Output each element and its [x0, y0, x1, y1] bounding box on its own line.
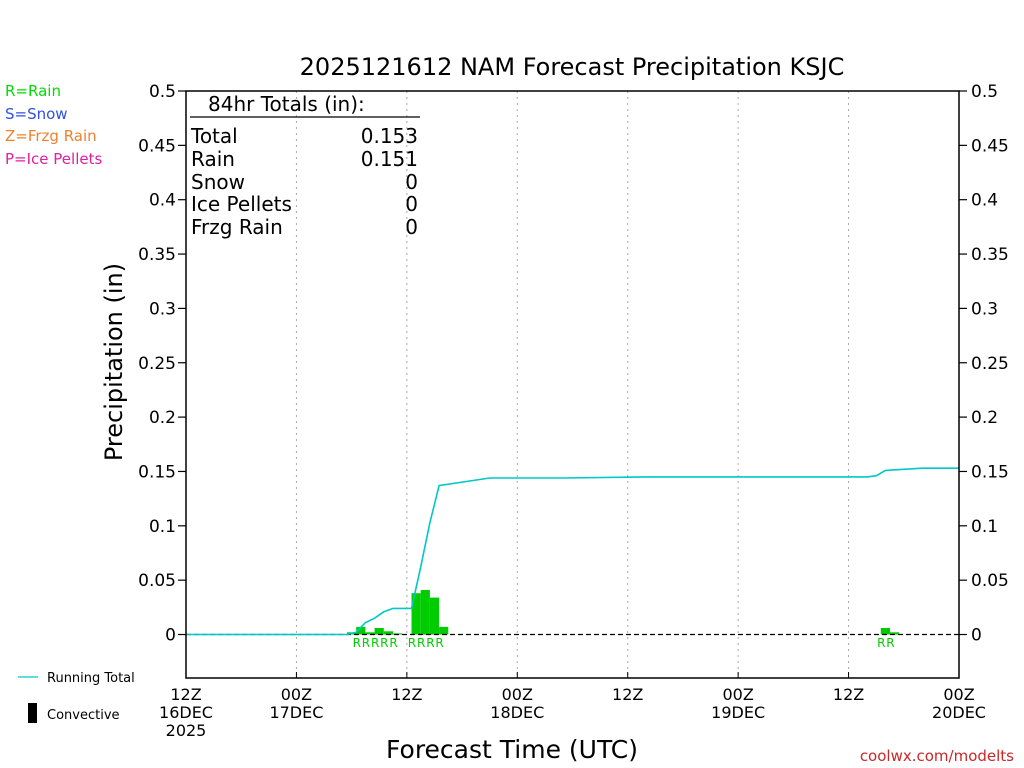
totals-label-snow: Snow [191, 170, 245, 194]
precip-bar [374, 628, 384, 635]
precip-bar [411, 593, 421, 635]
totals-box: 84hr Totals (in): Total 0.153 Rain 0.151… [190, 92, 420, 239]
x-tick-label: 12Z [170, 685, 201, 704]
totals-value-ice-pellets: 0 [405, 192, 418, 216]
y-tick-label-left: 0.4 [149, 191, 176, 211]
ptype-label: R [426, 636, 434, 650]
ptype-label: R [353, 636, 361, 650]
x-tick-label: 12Z [391, 685, 422, 704]
totals-value-total: 0.153 [361, 124, 418, 148]
x-axis-label: Forecast Time (UTC) [386, 735, 638, 764]
x-tick-label: 00Z [722, 685, 753, 704]
totals-label-frzg-rain: Frzg Rain [191, 215, 283, 239]
totals-label-total: Total [190, 124, 238, 148]
y-tick-label-right: 0.45 [971, 136, 1009, 156]
running-total-series [186, 467, 959, 636]
precip-bar [429, 597, 440, 635]
y-tick-label-left: 0.35 [138, 245, 176, 265]
legend-snow: S=Snow [5, 105, 68, 123]
totals-label-rain: Rain [191, 147, 235, 171]
credit-text: coolwx.com/modelts [860, 747, 1014, 765]
totals-label-ice-pellets: Ice Pellets [191, 192, 292, 216]
legend-ice-pellets: P=Ice Pellets [5, 150, 102, 168]
precip-bar [383, 631, 394, 635]
y-axis-right: 0 0.05 0.1 0.15 0.2 0.25 0.3 0.35 0.4 0.45 0.5 [959, 82, 1009, 646]
x-tick-label: 17DEC [269, 703, 323, 722]
precip-bar [365, 632, 375, 635]
x-tick-label: 19DEC [711, 703, 765, 722]
y-tick-label-right: 0 [971, 626, 982, 646]
y-tick-label-left: 0.1 [149, 517, 176, 537]
ptype-label: R [362, 636, 370, 650]
totals-header: 84hr Totals (in): [208, 92, 365, 116]
y-tick-label-left: 0.25 [138, 354, 176, 374]
y-tick-label-left: 0.05 [138, 571, 176, 591]
precip-bar [420, 590, 430, 635]
x-tick-label: 12Z [612, 685, 643, 704]
x-tick-label: 00Z [281, 685, 312, 704]
series-legend: Running Total Convective [18, 671, 135, 723]
ptype-label: R [389, 636, 397, 650]
x-tick-label: 00Z [502, 685, 533, 704]
legend-convective-swatch [28, 703, 37, 723]
y-tick-label-right: 0.15 [971, 462, 1009, 482]
ptype-label: R [380, 636, 388, 650]
y-axis-label: Precipitation (in) [100, 263, 128, 461]
y-tick-label-left: 0.3 [149, 299, 176, 319]
ptype-label: R [408, 636, 416, 650]
running-total-line [186, 467, 959, 636]
y-tick-label-left: 0.45 [138, 136, 176, 156]
legend-rain: R=Rain [5, 82, 61, 100]
totals-value-snow: 0 [405, 170, 418, 194]
x-tick-label: 12Z [833, 685, 864, 704]
ptype-label: R [886, 636, 894, 650]
ptype-label: R [371, 636, 379, 650]
y-tick-label-right: 0.2 [971, 408, 998, 428]
legend-convective: Convective [47, 708, 120, 723]
legend-running-total: Running Total [47, 671, 135, 686]
y-tick-label-right: 0.05 [971, 571, 1009, 591]
precip-bar [356, 626, 366, 635]
x-tick-label: 2025 [166, 721, 207, 740]
y-tick-label-left: 0.15 [138, 462, 176, 482]
totals-value-rain: 0.151 [361, 147, 418, 171]
ptype-label: R [877, 636, 885, 650]
precip-bar [890, 632, 900, 635]
plot-area [185, 90, 960, 679]
y-tick-label-right: 0.5 [971, 82, 998, 102]
precip-bar [439, 626, 449, 635]
y-tick-label-right: 0.35 [971, 245, 1009, 265]
y-tick-label-left: 0.2 [149, 408, 176, 428]
chart-title: 2025121612 NAM Forecast Precipitation KS… [300, 53, 845, 81]
x-tick-label: 18DEC [490, 703, 544, 722]
totals-value-frzg-rain: 0 [405, 215, 418, 239]
precip-bar [880, 628, 890, 635]
ptype-legend: R=Rain S=Snow Z=Frzg Rain P=Ice Pellets [5, 82, 102, 168]
y-tick-label-left: 0.5 [149, 82, 176, 102]
y-tick-label-left: 0 [165, 626, 176, 646]
gridlines [295, 91, 850, 678]
y-tick-label-right: 0.25 [971, 354, 1009, 374]
y-tick-label-right: 0.3 [971, 299, 998, 319]
ptype-label: R [417, 636, 425, 650]
x-tick-label: 00Z [943, 685, 974, 704]
precip-bars [347, 590, 900, 635]
x-tick-label: 16DEC [159, 703, 213, 722]
y-axis-left: 0 0.05 0.1 0.15 0.2 0.25 0.3 0.35 0.4 0.45 0.5 [138, 82, 186, 646]
y-tick-label-right: 0.4 [971, 191, 998, 211]
x-tick-label: 20DEC [932, 703, 986, 722]
ptype-label: R [435, 636, 443, 650]
legend-frzg-rain: Z=Frzg Rain [5, 127, 97, 145]
y-tick-label-right: 0.1 [971, 517, 998, 537]
